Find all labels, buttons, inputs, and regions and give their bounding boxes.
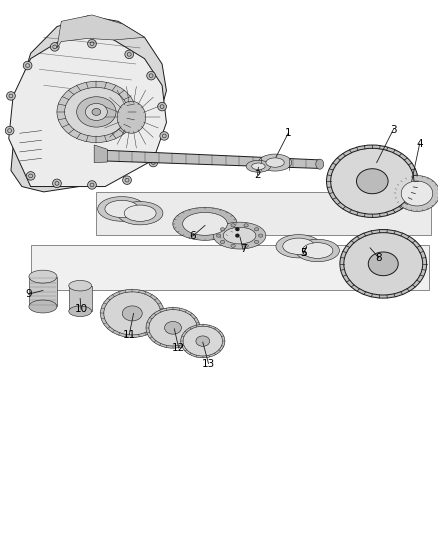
Ellipse shape [231,224,235,227]
Text: 5: 5 [300,248,307,258]
Ellipse shape [258,234,263,237]
Ellipse shape [173,207,237,240]
Polygon shape [11,16,166,192]
Text: 5: 5 [300,248,307,258]
Polygon shape [94,145,107,163]
Ellipse shape [104,292,161,335]
Ellipse shape [165,321,181,334]
Polygon shape [9,37,166,187]
Ellipse shape [220,228,225,231]
Polygon shape [29,277,57,306]
Ellipse shape [69,280,92,291]
Ellipse shape [254,240,259,244]
Ellipse shape [331,148,414,214]
Ellipse shape [29,270,57,283]
Ellipse shape [53,179,61,188]
Ellipse shape [50,43,59,51]
Ellipse shape [29,300,57,313]
Ellipse shape [183,326,223,356]
Ellipse shape [357,169,388,193]
Ellipse shape [77,97,116,127]
Text: 12: 12 [172,343,185,353]
Ellipse shape [196,336,210,346]
Ellipse shape [254,228,259,231]
Ellipse shape [149,158,158,167]
Ellipse shape [258,154,292,171]
Polygon shape [96,192,431,235]
Text: 2: 2 [254,170,261,180]
Ellipse shape [246,160,271,172]
Polygon shape [105,150,320,168]
Text: 11: 11 [123,330,136,340]
Ellipse shape [252,163,265,169]
Text: 6: 6 [189,231,196,241]
Ellipse shape [296,239,339,262]
Ellipse shape [88,181,96,189]
Ellipse shape [124,205,156,221]
Ellipse shape [7,92,15,100]
Ellipse shape [340,230,427,298]
Ellipse shape [394,175,438,212]
Ellipse shape [117,201,163,225]
Ellipse shape [368,252,398,276]
Ellipse shape [123,176,131,184]
Text: 7: 7 [240,245,247,254]
Ellipse shape [244,244,248,247]
Ellipse shape [57,82,136,142]
Text: 3: 3 [390,125,397,134]
Ellipse shape [181,325,225,358]
Ellipse shape [244,224,248,227]
Ellipse shape [5,126,14,135]
Ellipse shape [122,306,142,321]
Ellipse shape [26,172,35,180]
Text: 1: 1 [285,128,292,138]
Ellipse shape [23,61,32,70]
Polygon shape [31,245,429,290]
Ellipse shape [146,308,200,348]
Ellipse shape [220,240,225,244]
Ellipse shape [158,102,166,111]
Ellipse shape [147,71,155,80]
Ellipse shape [125,50,134,59]
Ellipse shape [85,103,107,120]
Ellipse shape [92,109,101,116]
Text: 10: 10 [74,304,88,314]
Ellipse shape [100,289,164,337]
Ellipse shape [223,227,256,244]
Ellipse shape [326,145,418,217]
Ellipse shape [88,39,96,48]
Ellipse shape [236,235,239,237]
Ellipse shape [231,244,235,247]
Ellipse shape [302,243,333,259]
Ellipse shape [160,132,169,140]
Text: 4: 4 [416,139,423,149]
Ellipse shape [105,200,138,217]
Ellipse shape [216,234,221,237]
Ellipse shape [283,238,314,254]
Text: 13: 13 [202,359,215,368]
Ellipse shape [236,228,239,231]
Ellipse shape [276,235,321,258]
Ellipse shape [117,101,145,133]
Polygon shape [57,15,145,48]
Polygon shape [69,286,92,311]
Ellipse shape [266,158,284,167]
Text: 9: 9 [25,289,32,299]
Ellipse shape [401,181,433,206]
Ellipse shape [344,232,423,295]
Ellipse shape [183,213,227,235]
Text: 8: 8 [375,253,382,263]
Ellipse shape [316,159,324,169]
Ellipse shape [98,197,146,221]
Ellipse shape [69,306,92,317]
Ellipse shape [213,222,266,249]
Ellipse shape [65,87,128,136]
Ellipse shape [149,310,197,346]
